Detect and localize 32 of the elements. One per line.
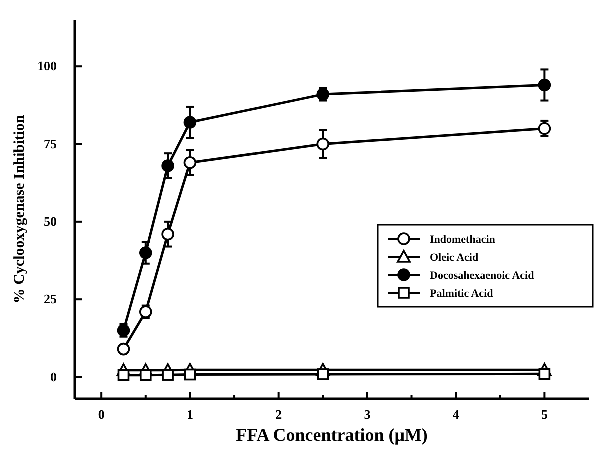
point xyxy=(316,138,330,151)
legend-label: Oleic Acid xyxy=(430,252,479,264)
y-tick-label: 100 xyxy=(38,58,57,74)
x-tick-label: 3 xyxy=(364,407,372,422)
point xyxy=(538,122,552,136)
point xyxy=(118,369,130,382)
point xyxy=(538,368,551,380)
legend-label: Docosahexaenoic Acid xyxy=(430,270,534,282)
point xyxy=(184,368,196,381)
point xyxy=(162,160,174,172)
x-tick-label: 0 xyxy=(98,407,105,422)
point xyxy=(139,246,152,260)
legend-label: Palmitic Acid xyxy=(430,288,494,300)
y-axis-title: % Cyclooxygenase Inhibition xyxy=(12,114,28,304)
legend-label: Indomethacin xyxy=(430,234,496,246)
point xyxy=(162,369,174,381)
y-tick-label: 25 xyxy=(44,292,58,307)
point xyxy=(317,368,330,380)
y-tick-label: 50 xyxy=(44,214,57,229)
point xyxy=(117,342,130,356)
x-axis-title: FFA Concentration (μM) xyxy=(236,425,428,445)
point xyxy=(184,156,197,170)
point xyxy=(140,369,152,382)
y-tick-label: 75 xyxy=(44,136,58,152)
x-tick-label: 5 xyxy=(541,407,548,422)
point xyxy=(538,78,552,92)
x-tick-label: 2 xyxy=(276,407,282,422)
point xyxy=(184,116,197,129)
point xyxy=(162,228,174,241)
y-tick-label: 0 xyxy=(50,369,57,384)
x-tick-label: 1 xyxy=(186,407,194,422)
x-tick-label: 4 xyxy=(452,407,460,422)
